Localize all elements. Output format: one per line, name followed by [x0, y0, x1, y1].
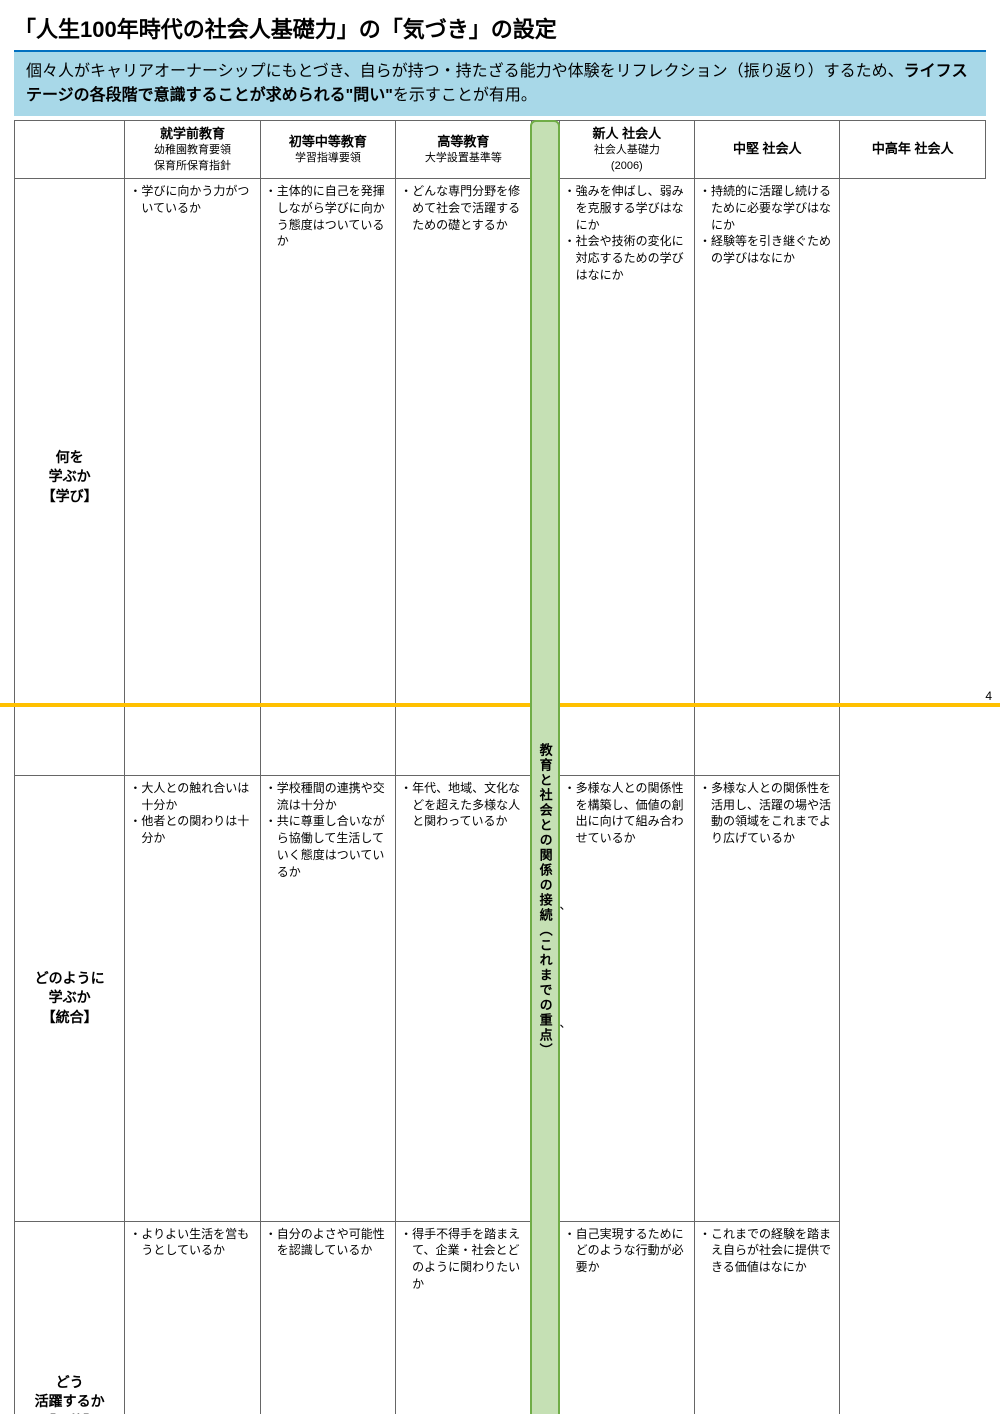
header-c6: 中高年 社会人: [840, 121, 986, 179]
header-c5: 中堅 社会人: [695, 121, 840, 179]
subtitle-box: 個々人がキャリアオーナーシップにもとづき、自らが持つ・持たざる能力や体験をリフレ…: [14, 52, 986, 116]
list-item: 社会や技術の変化に対応するための学びはなにか: [566, 233, 688, 283]
row-learn-what: 何を学ぶか【学び】 学びに向かう力がついているか 主体的に自己を発揮しながら学び…: [15, 178, 986, 775]
list-item: 年代、地域、文化などを超えた多様な人と関わっているか: [402, 780, 524, 830]
list-item: 持続的に活躍し続けるために必要な学びはなにか: [701, 183, 833, 233]
list-item: よりよい生活を営もうとしているか: [131, 1226, 253, 1260]
r2c5: 多様な人との関係性を構築し、価値の創出に向けて組み合わせているか: [559, 775, 694, 1221]
row-learn-how: どのように学ぶか【統合】 大人との触れ合いは十分か他者との関わりは十分か 学校種…: [15, 775, 986, 1221]
header-c2: 初等中等教育学習指導要領: [260, 121, 395, 179]
list-item: 得手不得手を踏まえて、企業・社会とどのように関わりたいか: [402, 1226, 524, 1293]
r3c1: よりよい生活を営もうとしているか: [125, 1221, 260, 1414]
list-item: 大人との触れ合いは十分か: [131, 780, 253, 814]
r3c5: 自己実現するためにどのような行動が必要か: [559, 1221, 694, 1414]
header-row: 就学前教育幼稚園教育要領保育所保育指針 初等中等教育学習指導要領 高等教育大学設…: [15, 121, 986, 179]
list-item: 他者との関わりは十分か: [131, 813, 253, 847]
page-title: 「人生100年時代の社会人基礎力」の「気づき」の設定: [14, 12, 986, 44]
subtitle-post: を示すことが有用。: [393, 87, 537, 104]
row3-label: どう活躍するか【目的】: [15, 1221, 125, 1414]
row2-label: どのように学ぶか【統合】: [15, 775, 125, 1221]
r1c2: 主体的に自己を発揮しながら学びに向かう態度はついているか: [260, 178, 395, 775]
subtitle-pre: 個々人がキャリアオーナーシップにもとづき、自らが持つ・持たざる能力や体験をリフレ…: [26, 63, 904, 80]
r1c5: 強みを伸ばし、弱みを克服する学びはなにか社会や技術の変化に対応するための学びはな…: [559, 178, 694, 775]
header-c1: 就学前教育幼稚園教育要領保育所保育指針: [125, 121, 260, 179]
list-item: 自分のよさや可能性を認識しているか: [267, 1226, 389, 1260]
list-item: 主体的に自己を発揮しながら学びに向かう態度はついているか: [267, 183, 389, 250]
r3c6: これまでの経験を踏まえ自らが社会に提供できる価値はなにか: [695, 1221, 840, 1414]
list-item: 強みを伸ばし、弱みを克服する学びはなにか: [566, 183, 688, 233]
page-number: 4: [985, 689, 992, 703]
r1c6: 持続的に活躍し続けるために必要な学びはなにか経験等を引き継ぐための学びはなにか: [695, 178, 840, 775]
list-item: 共に尊重し合いながら協働して生活していく態度はついているか: [267, 813, 389, 880]
list-item: これまでの経験を踏まえ自らが社会に提供できる価値はなにか: [701, 1226, 833, 1276]
row1-label: 何を学ぶか【学び】: [15, 178, 125, 775]
list-item: 自己実現するためにどのような行動が必要か: [566, 1226, 688, 1276]
bottom-accent-bar: [0, 703, 1000, 707]
r2c1: 大人との触れ合いは十分か他者との関わりは十分か: [125, 775, 260, 1221]
row-purpose: どう活躍するか【目的】 よりよい生活を営もうとしているか 自分のよさや可能性を認…: [15, 1221, 986, 1414]
vertical-band: 教育と社会との関係の接続（これまでの重点）: [530, 120, 560, 1414]
list-item: 学校種間の連携や交流は十分か: [267, 780, 389, 814]
r3c3: 得手不得手を踏まえて、企業・社会とどのように関わりたいか: [396, 1221, 531, 1414]
table-wrap: 就学前教育幼稚園教育要領保育所保育指針 初等中等教育学習指導要領 高等教育大学設…: [14, 120, 986, 1414]
main-table: 就学前教育幼稚園教育要領保育所保育指針 初等中等教育学習指導要領 高等教育大学設…: [14, 120, 986, 1414]
list-item: 多様な人との関係性を活用し、活躍の場や活動の領域をこれまでより広げているか: [701, 780, 833, 847]
r3c2: 自分のよさや可能性を認識しているか: [260, 1221, 395, 1414]
list-item: どんな専門分野を修めて社会で活躍するための礎とするか: [402, 183, 524, 233]
header-c3: 高等教育大学設置基準等: [396, 121, 531, 179]
list-item: 経験等を引き継ぐための学びはなにか: [701, 233, 833, 267]
r2c3: 年代、地域、文化などを超えた多様な人と関わっているか: [396, 775, 531, 1221]
header-empty: [15, 121, 125, 179]
list-item: 多様な人との関係性を構築し、価値の創出に向けて組み合わせているか: [566, 780, 688, 847]
r1c1: 学びに向かう力がついているか: [125, 178, 260, 775]
list-item: 学びに向かう力がついているか: [131, 183, 253, 217]
r1c3: どんな専門分野を修めて社会で活躍するための礎とするか: [396, 178, 531, 775]
header-c4: 新人 社会人社会人基礎力(2006): [559, 121, 694, 179]
r2c2: 学校種間の連携や交流は十分か共に尊重し合いながら協働して生活していく態度はついて…: [260, 775, 395, 1221]
vertical-band-text: 教育と社会との関係の接続（これまでの重点）: [536, 743, 555, 1058]
r2c6: 多様な人との関係性を活用し、活躍の場や活動の領域をこれまでより広げているか: [695, 775, 840, 1221]
